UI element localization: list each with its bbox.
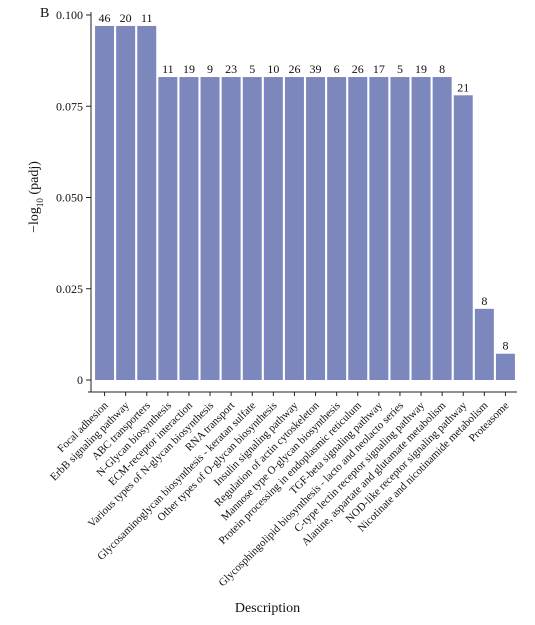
y-tick-label: 0.050 [56,191,83,205]
y-axis-title: −log10 (padj) [27,161,45,233]
bar-3 [158,77,178,381]
bar-value-label: 19 [415,62,427,76]
bar-value-label: 23 [225,62,237,76]
bar-8 [263,77,283,381]
bar-value-label: 6 [334,62,340,76]
bar-4 [179,77,199,381]
y-tick-label: 0.075 [56,99,83,113]
bar-value-label: 8 [439,62,445,76]
bar-value-label: 11 [141,11,153,25]
panel-label: B [40,6,50,21]
bar-10 [306,77,326,381]
bar-5 [200,77,220,381]
bar-19 [495,353,515,380]
bar-0 [95,25,115,380]
bar-13 [369,77,389,381]
bar-12 [348,77,368,381]
x-axis-title: Description [234,601,301,616]
y-tick-label: 0.100 [56,8,83,22]
bar-11 [327,77,347,381]
bar-9 [284,77,304,381]
bar-value-label: 20 [120,11,132,25]
bar-labels-group: 46 20 11 11 19 9 23 5 10 26 39 6 26 17 5 19 8 21 8 8 [99,11,509,353]
bar-value-label: 26 [288,62,300,76]
bar-value-label: 8 [502,339,508,353]
bar-value-label: 39 [310,62,322,76]
y-axis: 0 0.025 0.050 0.075 0.100 [56,8,92,392]
bar-value-label: 11 [162,62,174,76]
bar-14 [390,77,410,381]
bar-value-label: 9 [207,62,213,76]
bar-6 [221,77,241,381]
y-tick-label: 0 [77,373,83,387]
bar-value-label: 17 [373,62,385,76]
bar-value-label: 21 [457,80,469,94]
bar-value-label: 5 [397,62,403,76]
bar-7 [242,77,262,381]
bar-value-label: 10 [267,62,279,76]
bar-value-label: 26 [352,62,364,76]
bar-value-label: 8 [481,294,487,308]
bar-16 [432,77,452,381]
bar-1 [116,25,136,380]
bar-15 [411,77,431,381]
bar-2 [137,25,157,380]
bars-group [95,25,515,381]
bar-value-label: 5 [249,62,255,76]
bar-17 [453,95,473,381]
bar-value-label: 46 [99,11,111,25]
y-tick-label: 0.025 [56,282,83,296]
bar-value-label: 19 [183,62,195,76]
bar-18 [474,308,494,380]
